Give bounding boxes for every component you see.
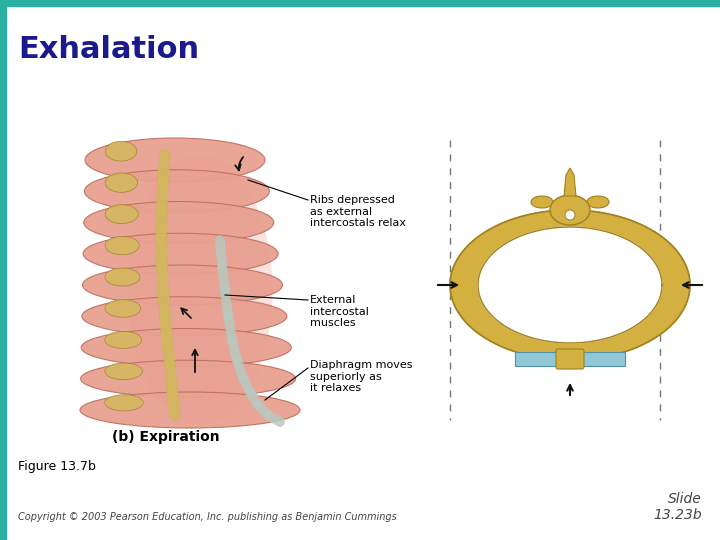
Bar xyxy=(0,0,720,6)
Bar xyxy=(0,0,6,540)
Ellipse shape xyxy=(105,205,138,224)
Ellipse shape xyxy=(105,173,138,192)
Ellipse shape xyxy=(104,395,143,411)
Ellipse shape xyxy=(83,265,282,305)
Text: Exhalation: Exhalation xyxy=(18,36,199,64)
Ellipse shape xyxy=(105,363,143,380)
Ellipse shape xyxy=(587,196,609,208)
Ellipse shape xyxy=(80,392,300,428)
Ellipse shape xyxy=(105,268,140,286)
Ellipse shape xyxy=(84,201,274,244)
FancyBboxPatch shape xyxy=(556,349,584,369)
Ellipse shape xyxy=(105,141,137,161)
Text: Copyright © 2003 Pearson Education, Inc. publishing as Benjamin Cummings: Copyright © 2003 Pearson Education, Inc.… xyxy=(18,512,397,522)
Ellipse shape xyxy=(565,210,575,220)
Ellipse shape xyxy=(105,237,139,255)
Ellipse shape xyxy=(85,138,265,182)
Ellipse shape xyxy=(84,170,269,213)
Ellipse shape xyxy=(531,196,553,208)
Bar xyxy=(583,352,625,366)
Ellipse shape xyxy=(81,328,292,367)
Ellipse shape xyxy=(105,300,141,317)
Polygon shape xyxy=(564,168,576,196)
Text: Ribs depressed
as external
intercostals relax: Ribs depressed as external intercostals … xyxy=(310,195,406,228)
Ellipse shape xyxy=(82,297,287,336)
Ellipse shape xyxy=(81,360,296,397)
Ellipse shape xyxy=(83,233,278,274)
Text: Slide
13.23b: Slide 13.23b xyxy=(653,492,702,522)
Ellipse shape xyxy=(550,195,590,225)
Text: Diaphragm moves
superiorly as
it relaxes: Diaphragm moves superiorly as it relaxes xyxy=(310,360,413,393)
Ellipse shape xyxy=(127,155,272,425)
Text: External
intercostal
muscles: External intercostal muscles xyxy=(310,295,369,328)
Text: Figure 13.7b: Figure 13.7b xyxy=(18,460,96,473)
Polygon shape xyxy=(478,227,662,343)
Text: (b) Expiration: (b) Expiration xyxy=(112,430,220,444)
Polygon shape xyxy=(450,210,690,360)
Ellipse shape xyxy=(105,332,142,348)
Bar xyxy=(515,352,557,366)
